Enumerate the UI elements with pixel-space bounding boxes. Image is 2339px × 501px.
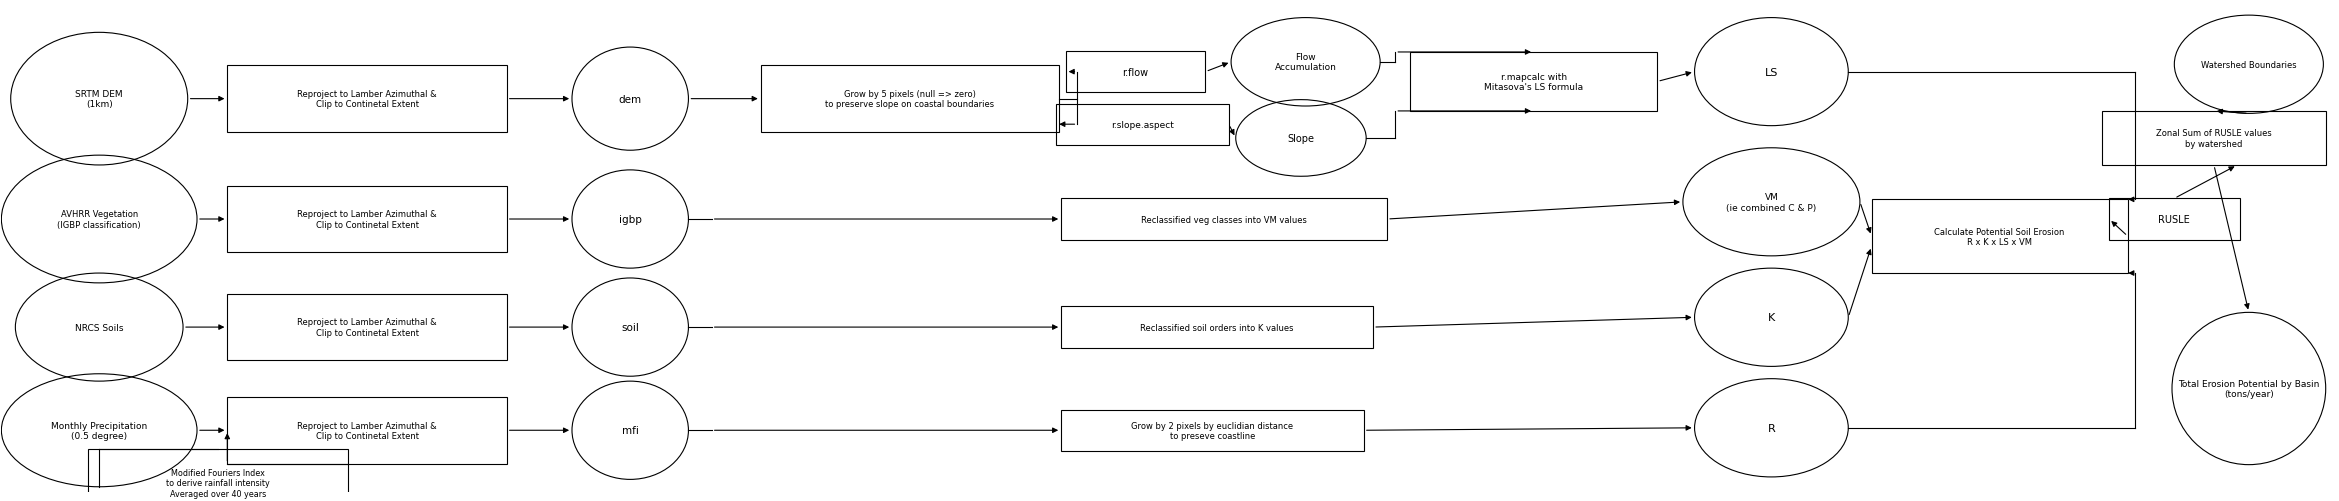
- Bar: [1062, 199, 1387, 240]
- Bar: [2103, 112, 2325, 166]
- Text: R: R: [1768, 423, 1775, 433]
- Bar: [2110, 199, 2238, 240]
- Bar: [1067, 52, 1205, 93]
- Text: Calculate Potential Soil Erosion
R x K x LS x VM: Calculate Potential Soil Erosion R x K x…: [1934, 227, 2065, 246]
- Text: Monthly Precipitation
(0.5 degree): Monthly Precipitation (0.5 degree): [51, 421, 147, 440]
- Text: Reproject to Lamber Azimuthal &
Clip to Continetal Extent: Reproject to Lamber Azimuthal & Clip to …: [297, 421, 437, 440]
- Bar: [1062, 410, 1364, 451]
- Text: Modified Fouriers Index
to derive rainfall intensity
Averaged over 40 years: Modified Fouriers Index to derive rainfa…: [166, 468, 269, 497]
- Text: Watershed Boundaries: Watershed Boundaries: [2201, 61, 2297, 70]
- Bar: [87, 449, 349, 501]
- Text: soil: soil: [622, 323, 639, 333]
- Text: Grow by 2 pixels by euclidian distance
to preseve coastline: Grow by 2 pixels by euclidian distance t…: [1132, 421, 1293, 440]
- Text: Total Erosion Potential by Basin
(tons/year): Total Erosion Potential by Basin (tons/y…: [2178, 379, 2320, 398]
- Text: Grow by 5 pixels (null => zero)
to preserve slope on coastal boundaries: Grow by 5 pixels (null => zero) to prese…: [826, 90, 994, 109]
- Text: Reclassified soil orders into K values: Reclassified soil orders into K values: [1141, 323, 1293, 332]
- Text: Zonal Sum of RUSLE values
by watershed: Zonal Sum of RUSLE values by watershed: [2157, 129, 2271, 148]
- Bar: [1410, 53, 1658, 112]
- Bar: [1871, 200, 2128, 274]
- Bar: [1062, 307, 1373, 348]
- Text: Slope: Slope: [1286, 134, 1315, 144]
- Bar: [760, 66, 1060, 133]
- Text: Reproject to Lamber Azimuthal &
Clip to Continetal Extent: Reproject to Lamber Azimuthal & Clip to …: [297, 90, 437, 109]
- Text: Reproject to Lamber Azimuthal &
Clip to Continetal Extent: Reproject to Lamber Azimuthal & Clip to …: [297, 210, 437, 229]
- Text: r.mapcalc with
Mitasova's LS formula: r.mapcalc with Mitasova's LS formula: [1485, 73, 1584, 92]
- Text: r.flow: r.flow: [1123, 68, 1148, 78]
- Bar: [227, 66, 508, 133]
- Text: mfi: mfi: [622, 425, 639, 435]
- Text: r.slope.aspect: r.slope.aspect: [1111, 120, 1174, 129]
- Text: Reclassified veg classes into VM values: Reclassified veg classes into VM values: [1141, 215, 1308, 224]
- Text: igbp: igbp: [620, 214, 641, 224]
- Text: dem: dem: [617, 95, 641, 104]
- Text: Flow
Accumulation: Flow Accumulation: [1275, 53, 1336, 72]
- Text: AVHRR Vegetation
(IGBP classification): AVHRR Vegetation (IGBP classification): [58, 210, 140, 229]
- Text: SRTM DEM
(1km): SRTM DEM (1km): [75, 90, 124, 109]
- Text: Reproject to Lamber Azimuthal &
Clip to Continetal Extent: Reproject to Lamber Azimuthal & Clip to …: [297, 318, 437, 337]
- Text: LS: LS: [1764, 68, 1778, 78]
- Bar: [227, 397, 508, 464]
- Bar: [1057, 104, 1228, 145]
- Text: RUSLE: RUSLE: [2159, 214, 2189, 224]
- Text: K: K: [1768, 313, 1775, 323]
- Text: VM
(ie combined C & P): VM (ie combined C & P): [1726, 193, 1817, 212]
- Bar: [227, 294, 508, 361]
- Text: NRCS Soils: NRCS Soils: [75, 323, 124, 332]
- Bar: [227, 186, 508, 253]
